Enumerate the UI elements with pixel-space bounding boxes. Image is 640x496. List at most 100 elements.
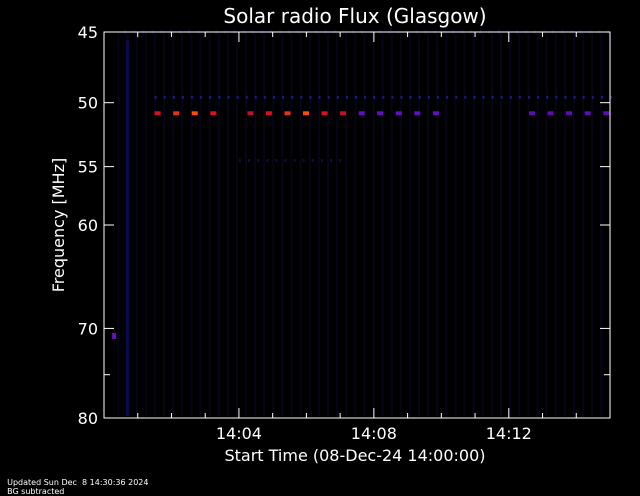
noise-column	[536, 33, 539, 417]
noise-column	[226, 33, 229, 417]
noise-column	[290, 33, 293, 417]
noise-column	[399, 33, 402, 417]
band-segment	[529, 111, 535, 116]
band-segment	[284, 111, 291, 116]
band-segment	[320, 159, 323, 162]
noise-column	[554, 33, 557, 417]
band-segment	[191, 95, 193, 99]
band-segment	[181, 95, 184, 99]
band-segment	[284, 159, 287, 162]
band-segment	[173, 111, 180, 116]
band-segment	[518, 95, 521, 99]
band-segment	[248, 159, 250, 162]
band-segment	[377, 111, 384, 116]
noise-column	[591, 33, 594, 417]
noise-column	[390, 33, 393, 417]
x-axis-label: Start Time (08-Dec-24 14:00:00)	[224, 446, 485, 465]
noise-column	[208, 33, 211, 417]
noise-column	[572, 33, 575, 417]
noise-column	[354, 33, 357, 417]
band-segment	[464, 95, 467, 99]
noise-column	[454, 33, 457, 417]
band-segment	[546, 95, 549, 99]
band-segment	[245, 95, 248, 99]
band-segment	[311, 159, 314, 162]
band-segment	[364, 95, 367, 99]
noise-column	[181, 33, 184, 417]
band-segment	[584, 111, 591, 116]
noise-column	[281, 33, 284, 417]
band-segment	[303, 111, 309, 116]
noise-column	[263, 33, 266, 417]
noise-column	[172, 33, 175, 417]
band-segment	[603, 111, 610, 116]
band-segment	[340, 111, 347, 116]
band-segment	[537, 95, 540, 99]
band-segment	[302, 159, 305, 162]
band-segment	[330, 159, 332, 162]
noise-column	[144, 33, 147, 417]
band-segment	[446, 95, 449, 99]
y-tick-label: 50	[78, 94, 98, 113]
chart-background	[0, 0, 640, 480]
band-segment	[564, 95, 567, 99]
noise-column	[408, 33, 411, 417]
noise-column	[563, 33, 566, 417]
noise-column	[135, 33, 138, 417]
band-segment	[436, 95, 439, 99]
band-segment	[263, 95, 266, 99]
band-segment	[566, 111, 573, 116]
band-segment	[336, 95, 339, 99]
band-segment	[555, 95, 558, 99]
noise-column	[163, 33, 165, 417]
noise-column	[418, 33, 421, 417]
y-tick-label: 60	[78, 216, 98, 235]
noise-column	[472, 33, 475, 417]
noise-column	[527, 33, 530, 417]
noise-column	[117, 33, 120, 417]
band-segment	[610, 95, 612, 99]
band-segment	[154, 111, 161, 116]
noise-column	[235, 33, 238, 417]
noise-column	[381, 33, 384, 417]
band-segment	[591, 95, 594, 99]
band-segment	[293, 159, 296, 162]
band-segment	[273, 95, 275, 99]
noise-column	[582, 33, 584, 417]
band-segment	[247, 111, 254, 116]
band-segment	[257, 159, 260, 162]
band-segment	[491, 95, 494, 99]
band-segment	[163, 95, 166, 99]
band-segment	[547, 111, 554, 116]
noise-column	[153, 33, 156, 417]
band-segment	[191, 111, 198, 116]
background-note: BG subtracted	[7, 487, 65, 496]
noise-column	[481, 33, 484, 417]
noise-column	[254, 33, 257, 417]
noise-column	[317, 33, 320, 417]
band-segment	[309, 95, 312, 99]
x-tick-label: 14:08	[351, 424, 397, 443]
noise-column	[436, 33, 439, 417]
band-segment	[218, 95, 221, 99]
band-segment	[373, 95, 376, 99]
y-tick-label: 80	[78, 409, 98, 428]
band-segment	[482, 95, 485, 99]
band-segment	[291, 95, 294, 99]
x-tick-label: 14:12	[486, 424, 532, 443]
updated-timestamp: Updated Sun Dec 8 14:30:36 2024	[7, 478, 149, 487]
y-tick-label: 70	[78, 319, 98, 338]
band-segment	[254, 95, 257, 99]
noise-column	[308, 33, 311, 417]
band-segment	[300, 95, 303, 99]
noise-column	[245, 33, 247, 417]
noise-column	[299, 33, 302, 417]
band-segment	[355, 95, 357, 99]
y-tick-label: 55	[78, 158, 98, 177]
noise-column	[345, 33, 348, 417]
point-mark	[112, 333, 117, 339]
band-segment	[227, 95, 230, 99]
noise-column	[217, 33, 220, 417]
spectrogram-chart: Solar radio Flux (Glasgow) 45 50 55 60 70 80 1…	[0, 0, 640, 480]
band-segment	[345, 95, 348, 99]
